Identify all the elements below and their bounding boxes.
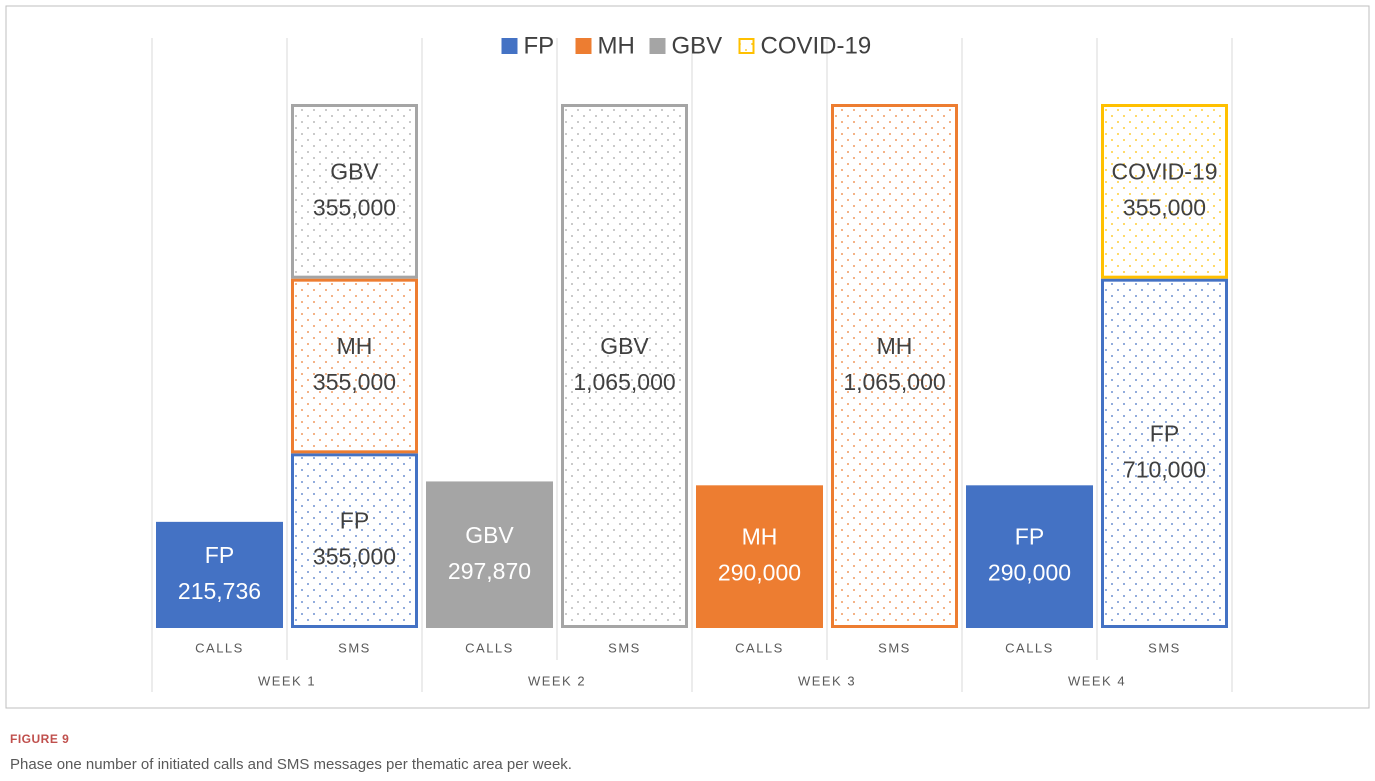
- legend-swatch: [649, 38, 666, 54]
- bar-segment: [696, 485, 823, 628]
- bar-segment: [291, 278, 418, 454]
- data-label-name: GBV: [600, 333, 649, 359]
- x-tick-label: CALLS: [195, 640, 244, 655]
- data-label-value: 355,000: [313, 369, 396, 395]
- data-label-name: FP: [340, 508, 369, 534]
- bar-segment: [831, 104, 958, 628]
- data-label-value: 290,000: [718, 560, 801, 586]
- bar-segment: [966, 485, 1093, 628]
- data-label-name: MH: [742, 524, 778, 550]
- data-label-value: 355,000: [313, 544, 396, 570]
- data-label-value: 355,000: [313, 194, 396, 220]
- data-label-name: FP: [205, 542, 234, 568]
- group-label: WEEK 4: [1068, 673, 1126, 688]
- bar-segment: [291, 453, 418, 629]
- legend-swatch: [501, 38, 518, 54]
- group-label: WEEK 3: [798, 673, 856, 688]
- figure-label: FIGURE 9: [10, 732, 69, 746]
- data-label-value: 1,065,000: [573, 369, 675, 395]
- data-label-name: MH: [337, 333, 373, 359]
- group-label: WEEK 2: [528, 673, 586, 688]
- caption: Phase one number of initiated calls and …: [10, 756, 572, 773]
- legend-swatch: [575, 38, 592, 54]
- x-tick-label: SMS: [1148, 640, 1181, 655]
- data-label-value: 355,000: [1123, 194, 1206, 220]
- bar-segment: [156, 521, 283, 628]
- legend-label: GBV: [672, 32, 723, 59]
- x-tick-label: SMS: [878, 640, 911, 655]
- data-label-name: GBV: [330, 158, 379, 184]
- x-tick-label: SMS: [338, 640, 371, 655]
- bar-segment: [561, 104, 688, 628]
- bar-segment: [1101, 278, 1228, 628]
- group-label: WEEK 1: [258, 673, 316, 688]
- data-label-name: FP: [1150, 420, 1179, 446]
- bar-segment: [1101, 104, 1228, 279]
- legend-label: MH: [598, 32, 635, 59]
- data-label-name: COVID-19: [1111, 158, 1217, 184]
- x-tick-label: SMS: [608, 640, 641, 655]
- data-label-value: 710,000: [1123, 456, 1206, 482]
- data-label-name: MH: [877, 333, 913, 359]
- legend-label: COVID-19: [761, 32, 872, 59]
- data-label-value: 1,065,000: [843, 369, 945, 395]
- figure-frame: [5, 5, 1370, 709]
- x-tick-label: CALLS: [465, 640, 514, 655]
- data-label-value: 215,736: [178, 578, 261, 604]
- bar-segment: [291, 104, 418, 279]
- x-tick-label: CALLS: [735, 640, 784, 655]
- x-tick-label: CALLS: [1005, 640, 1054, 655]
- legend-label: FP: [524, 32, 555, 59]
- data-label-value: 297,870: [448, 558, 531, 584]
- data-label-name: GBV: [465, 522, 514, 548]
- data-label-value: 290,000: [988, 560, 1071, 586]
- bar-segment: [426, 481, 553, 628]
- data-label-name: FP: [1015, 524, 1044, 550]
- legend-swatch: [738, 38, 755, 54]
